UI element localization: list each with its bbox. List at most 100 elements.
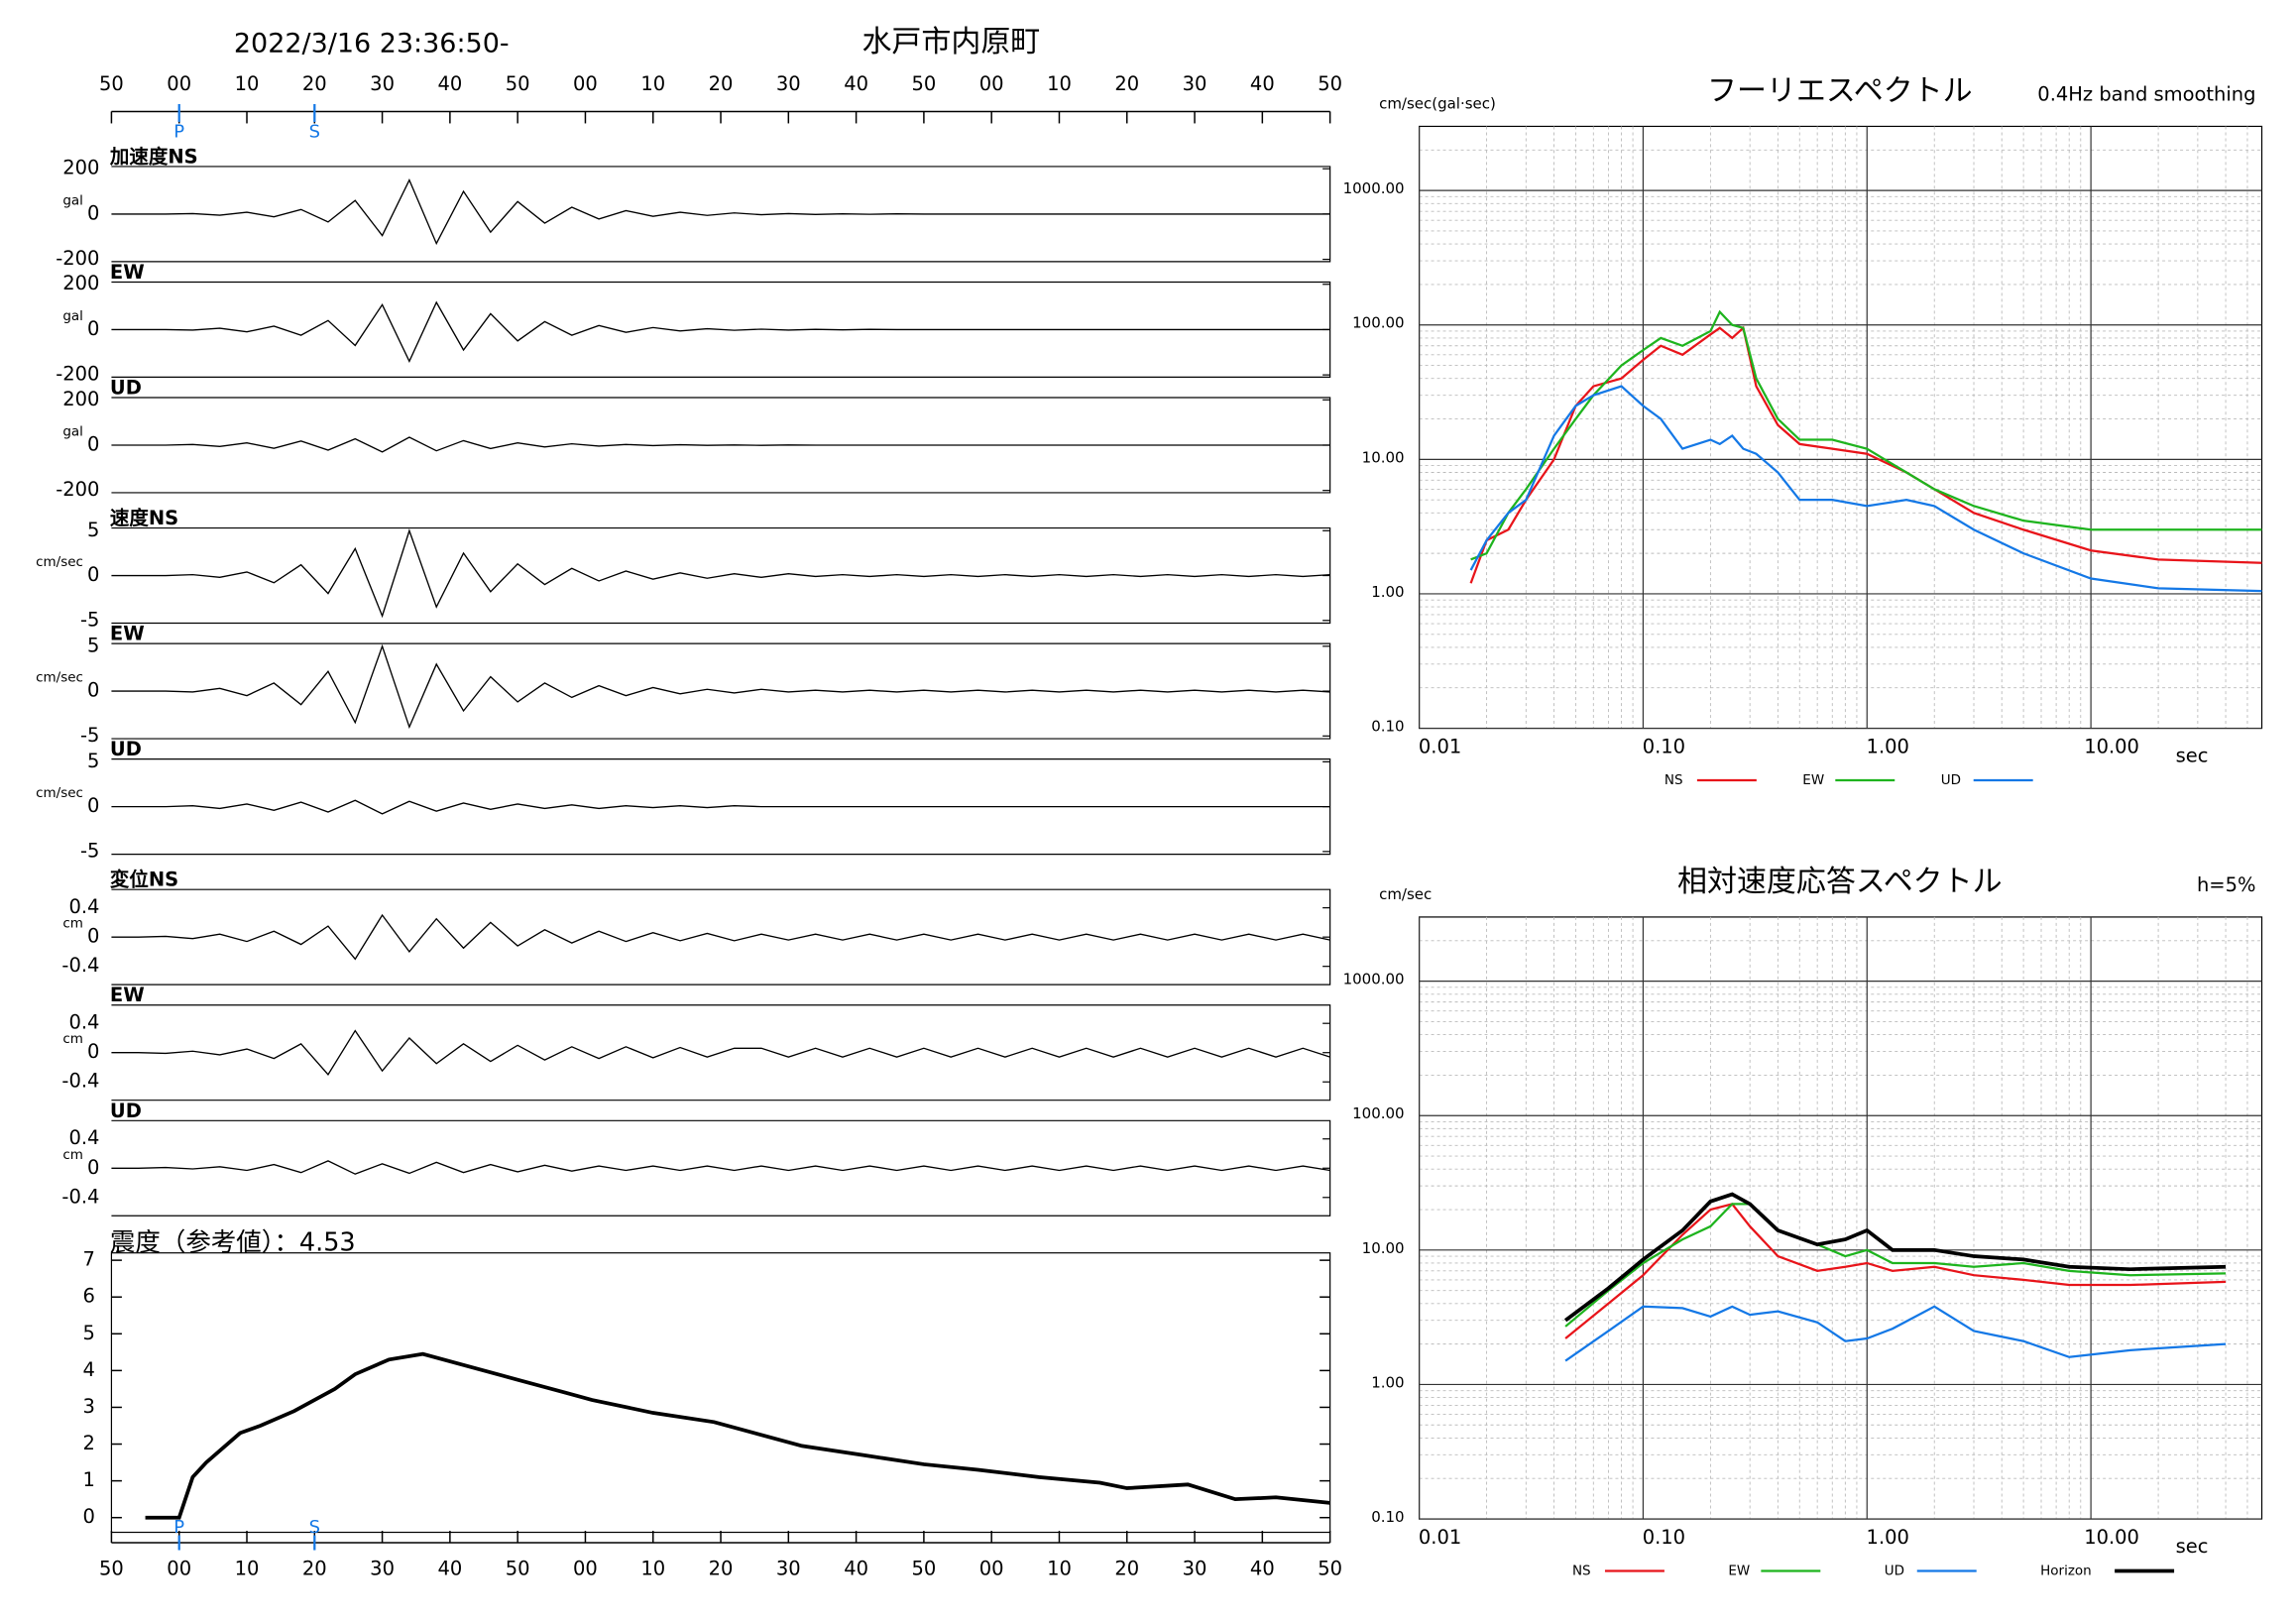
- legend-label: NS: [1665, 772, 1683, 788]
- y-tick-label: 0: [87, 925, 99, 948]
- y-tick-label: 0: [83, 1505, 95, 1528]
- x-tick-label: 00: [573, 1558, 598, 1580]
- y-tick-label: 5: [87, 634, 99, 656]
- phase-label: P: [173, 121, 184, 142]
- y-tick-label: -5: [80, 839, 99, 862]
- x-tick-label: 30: [776, 1558, 801, 1580]
- legend-label: EW: [1802, 772, 1824, 788]
- x-axis-label: sec: [2176, 1535, 2209, 1558]
- y-tick-label: 5: [83, 1322, 95, 1344]
- chart-title: フーリエスペクトル: [1707, 73, 1973, 108]
- plot-frame: [1418, 125, 2263, 730]
- y-tick-label: -200: [56, 363, 99, 386]
- y-tick-label: -5: [80, 724, 99, 747]
- y-tick-label: 1000.00: [1343, 971, 1405, 988]
- unit-label: gal: [62, 192, 83, 208]
- y-axis-label: cm/sec(gal·sec): [1379, 94, 1496, 112]
- y-tick-label: 5: [87, 519, 99, 541]
- panel-label: 加速度NS: [109, 145, 198, 168]
- y-tick-label: 7: [83, 1248, 95, 1271]
- y-tick-label: 0: [87, 794, 99, 817]
- plot-frame: [1418, 916, 2263, 1520]
- x-tick-label: 10.00: [2084, 1526, 2139, 1549]
- y-tick-label: 1000.00: [1343, 179, 1405, 197]
- y-tick-label: 3: [83, 1395, 95, 1418]
- x-tick-label: 50: [912, 1558, 937, 1580]
- x-tick-label: 30: [1183, 1558, 1207, 1580]
- x-tick-label: 40: [844, 72, 868, 95]
- panel-label: UD: [110, 377, 142, 400]
- x-tick-label: 50: [1318, 72, 1342, 95]
- x-tick-label: 20: [709, 72, 734, 95]
- y-tick-label: 0.10: [1371, 718, 1404, 736]
- unit-label: cm: [62, 916, 83, 932]
- phase-label: P: [173, 1517, 184, 1538]
- legend-label: UD: [1941, 772, 1961, 788]
- x-tick-label: 20: [709, 1558, 734, 1580]
- phase-label: S: [309, 1517, 320, 1538]
- x-tick-label: 30: [370, 1558, 395, 1580]
- panel-label: 変位NS: [110, 869, 178, 891]
- y-tick-label: 200: [62, 388, 99, 410]
- x-tick-label: 1.00: [1867, 736, 1909, 758]
- x-tick-label: 0.01: [1419, 1526, 1461, 1549]
- y-tick-label: -0.4: [61, 1185, 99, 1208]
- unit-label: cm/sec: [36, 670, 83, 686]
- plot-frame: [110, 1252, 1331, 1534]
- chart-subtitle: 0.4Hz band smoothing: [2037, 82, 2255, 105]
- y-tick-label: 0: [87, 1040, 99, 1063]
- y-tick-label: 4: [83, 1358, 95, 1381]
- unit-label: cm/sec: [36, 785, 83, 801]
- x-tick-label: 1.00: [1867, 1526, 1909, 1549]
- chart-subtitle: h=5%: [2197, 873, 2256, 896]
- y-tick-label: 2: [83, 1432, 95, 1454]
- x-tick-label: 10: [640, 72, 665, 95]
- x-tick-label: 40: [1250, 72, 1275, 95]
- y-tick-label: 5: [87, 750, 99, 772]
- x-tick-label: 20: [1114, 1558, 1139, 1580]
- legend-label: UD: [1885, 1564, 1904, 1579]
- y-tick-label: 200: [62, 272, 99, 294]
- chart-subtitle: 水戸市内原町: [861, 25, 1040, 59]
- panel-label: EW: [110, 623, 145, 645]
- waveform-trace: [111, 1029, 1330, 1076]
- y-tick-label: 100.00: [1352, 314, 1404, 332]
- y-tick-label: 0: [87, 679, 99, 702]
- x-tick-label: 00: [573, 72, 598, 95]
- x-tick-label: 50: [506, 1558, 530, 1580]
- x-tick-label: 00: [979, 1558, 1004, 1580]
- y-tick-label: 0: [87, 201, 99, 224]
- unit-label: gal: [62, 308, 83, 324]
- unit-label: cm: [62, 1147, 83, 1163]
- x-tick-label: 00: [979, 72, 1004, 95]
- y-tick-label: 1: [83, 1468, 95, 1491]
- spectrum-line: [1564, 1305, 2227, 1362]
- y-axis-label: cm/sec: [1379, 885, 1432, 903]
- y-tick-label: 100.00: [1352, 1104, 1404, 1122]
- phase-label: S: [309, 121, 320, 142]
- panel-label: EW: [110, 984, 145, 1006]
- x-tick-label: 50: [1318, 1558, 1342, 1580]
- y-tick-label: 200: [62, 157, 99, 179]
- x-tick-label: 20: [1114, 72, 1139, 95]
- x-tick-label: 20: [302, 1558, 327, 1580]
- panel-label: EW: [110, 261, 145, 284]
- x-tick-label: 30: [370, 72, 395, 95]
- x-tick-label: 10: [235, 72, 260, 95]
- waveform-trace: [111, 300, 1330, 364]
- x-tick-label: 40: [437, 72, 462, 95]
- legend-label: NS: [1572, 1564, 1591, 1579]
- x-tick-label: 10: [1047, 72, 1072, 95]
- waveform-trace: [111, 436, 1330, 453]
- spectrum-line: [1563, 1192, 2227, 1323]
- y-tick-label: -200: [56, 478, 99, 501]
- waveform-trace: [111, 178, 1330, 246]
- x-tick-label: 30: [1183, 72, 1207, 95]
- y-tick-label: -0.4: [61, 1070, 99, 1093]
- y-tick-label: 0: [87, 1156, 99, 1179]
- x-tick-label: 10: [640, 1558, 665, 1580]
- x-axis-label: sec: [2176, 745, 2209, 767]
- unit-label: gal: [62, 423, 83, 439]
- y-tick-label: 0: [87, 563, 99, 586]
- waveform-trace: [111, 643, 1330, 730]
